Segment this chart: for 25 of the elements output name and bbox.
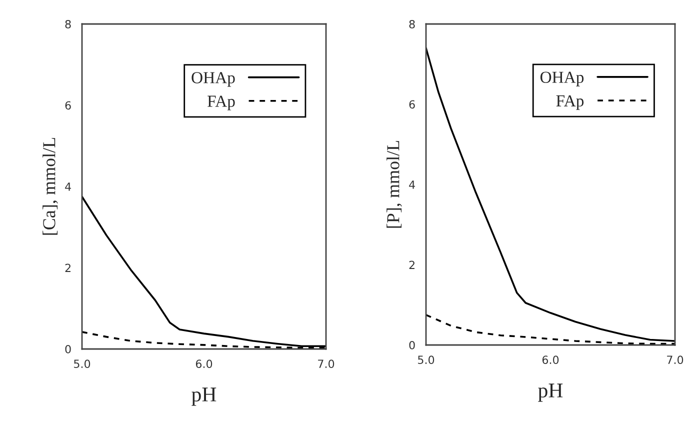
y-tick-label: 8 — [409, 20, 415, 28]
y-tick-label: 2 — [409, 260, 414, 269]
y-tick-label: 8 — [65, 20, 71, 28]
y-axis-title: [P], mmol/L — [386, 140, 402, 228]
legend-label: FAp — [556, 95, 584, 110]
x-tick-label: 7.0 — [667, 356, 684, 364]
y-tick-label: 0 — [65, 344, 71, 354]
x-tick-label: 6.0 — [542, 356, 559, 364]
y-tick-label: 0 — [409, 340, 415, 350]
y-tick-label: 2 — [65, 264, 70, 272]
legend-label: OHAp — [192, 72, 235, 87]
y-tick-label: 4 — [409, 180, 415, 189]
x-axis-title: pH — [538, 384, 563, 402]
x-tick-label: 5.0 — [418, 356, 434, 364]
y-tick-label: 6 — [409, 100, 415, 109]
y-axis-title: [Ca], mmol/L — [42, 138, 58, 235]
line-series — [426, 47, 675, 342]
x-axis-title: pH — [192, 388, 216, 406]
y-tick-label: 6 — [65, 101, 71, 110]
y-tick-label: 4 — [65, 182, 71, 191]
x-tick-label: 7.0 — [318, 360, 334, 368]
legend-label: OHAp — [540, 72, 584, 86]
x-tick-label: 6.0 — [196, 360, 212, 368]
x-tick-label: 5.0 — [74, 360, 90, 368]
legend-label: FAp — [208, 96, 235, 110]
